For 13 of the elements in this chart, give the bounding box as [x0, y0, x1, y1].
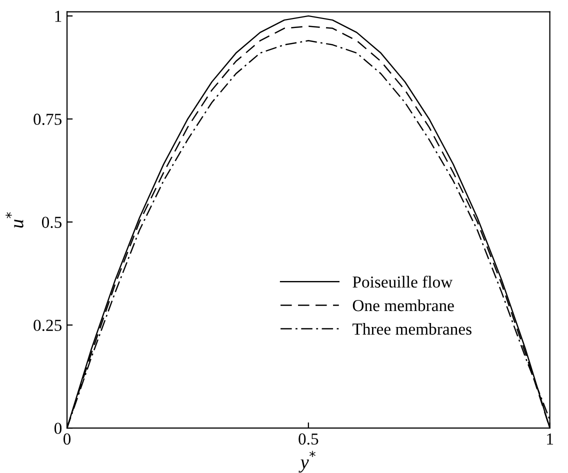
- y-tick-label: 0.5: [42, 216, 62, 228]
- legend-label: One membrane: [352, 299, 454, 312]
- x-tick-label: 1: [547, 433, 553, 444]
- x-axis-title: y$^{*}$: [298, 450, 316, 473]
- legend-label: Poiseuille flow: [352, 276, 453, 288]
- x-tick-label: 0: [63, 433, 71, 445]
- y-axis-title: u$^{*}$: [6, 212, 24, 228]
- y-tick-label: 0.25: [34, 320, 62, 332]
- y-tick-label: 0: [54, 422, 62, 434]
- x-tick-label: 0.5: [298, 433, 318, 445]
- y-tick-label: 1: [55, 10, 62, 22]
- legend-label: Three membranes: [352, 323, 472, 335]
- y-tick-label: 0.75: [34, 114, 62, 125]
